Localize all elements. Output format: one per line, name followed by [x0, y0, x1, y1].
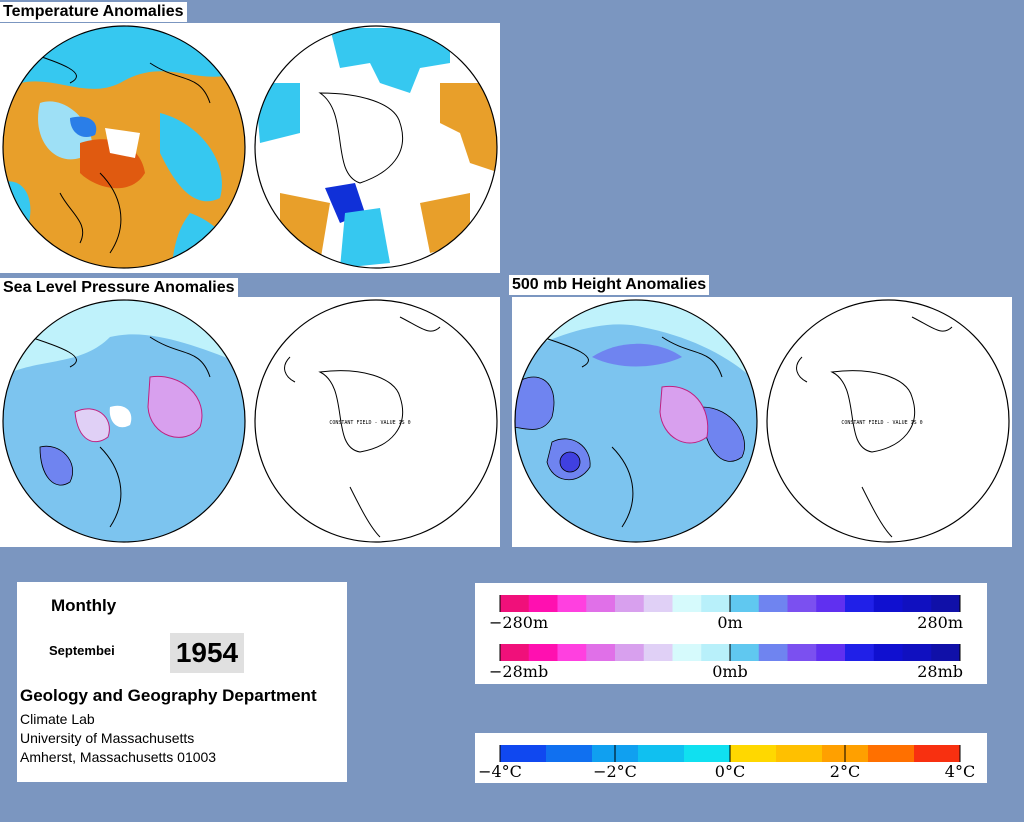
- temperature-legend-swatch: [776, 745, 823, 762]
- height-map-north: [515, 300, 757, 542]
- height-map-south: CONSTANT FIELD - VALUE IS 0: [796, 316, 953, 538]
- height-legend-swatch: [787, 595, 817, 612]
- temperature-tick-label: −2°C: [593, 762, 637, 781]
- temperature-tick-label: −4°C: [478, 762, 522, 781]
- temperature-panel: [0, 23, 500, 273]
- temperature-color-bar: [499, 745, 961, 762]
- info-box: Monthly Septembei 1954 Geology and Geogr…: [17, 582, 347, 782]
- pressure-legend-swatch: [643, 644, 673, 661]
- pressure-legend-swatch: [701, 644, 731, 661]
- height-legend-swatch: [701, 595, 731, 612]
- year-label: 1954: [170, 633, 244, 673]
- temperature-tick-label: 4°C: [945, 762, 975, 781]
- pressure-legend-swatch: [845, 644, 875, 661]
- temperature-legend-swatch: [684, 745, 731, 762]
- pressure-legend-swatch: [931, 644, 961, 661]
- pressure-legend-swatch: [528, 644, 558, 661]
- department-label: Geology and Geography Department: [20, 686, 317, 705]
- slp-panel: CONSTANT FIELD - VALUE IS 0: [0, 297, 500, 547]
- pressure-legend-swatch: [758, 644, 788, 661]
- pressure-legend-swatch: [873, 644, 903, 661]
- height-legend-swatch: [816, 595, 846, 612]
- temperature-title: Temperature Anomalies: [0, 2, 187, 22]
- temperature-legend: −4°C −2°C 0°C 2°C 4°C: [475, 733, 987, 783]
- height-constant-field-note: CONSTANT FIELD - VALUE IS 0: [841, 420, 922, 426]
- height-legend-swatch: [528, 595, 558, 612]
- height-panel: CONSTANT FIELD - VALUE IS 0: [512, 297, 1012, 547]
- slp-map-north: [3, 300, 245, 542]
- height-legend-swatch: [500, 595, 530, 612]
- height-legend-swatch: [845, 595, 875, 612]
- height-legend-swatch: [758, 595, 788, 612]
- height-max-label: 280m: [917, 613, 963, 632]
- period-label: Monthly: [51, 596, 117, 615]
- pressure-max-label: 28mb: [917, 662, 963, 681]
- height-legend-swatch: [931, 595, 961, 612]
- temperature-tick-label: 0°C: [715, 762, 745, 781]
- height-pressure-legend: −280m 0m 280m −28mb 0mb 28mb: [475, 583, 987, 684]
- university-label: University of Massachusetts: [20, 730, 195, 746]
- pressure-legend-swatch: [816, 644, 846, 661]
- height-legend-swatch: [557, 595, 587, 612]
- height-mid-label: 0m: [717, 613, 742, 632]
- temperature-legend-swatch: [868, 745, 915, 762]
- height-title: 500 mb Height Anomalies: [509, 275, 710, 295]
- pressure-legend-swatch: [730, 644, 760, 661]
- pressure-legend-swatch: [557, 644, 587, 661]
- slp-constant-field-note: CONSTANT FIELD - VALUE IS 0: [329, 420, 410, 426]
- height-legend-swatch: [586, 595, 616, 612]
- pressure-mid-label: 0mb: [712, 662, 748, 681]
- pressure-legend-swatch: [500, 644, 530, 661]
- pressure-min-label: −28mb: [489, 662, 548, 681]
- temperature-legend-swatch: [730, 745, 777, 762]
- pressure-legend-swatch: [586, 644, 616, 661]
- temperature-legend-swatch: [914, 745, 961, 762]
- temperature-legend-swatch: [638, 745, 685, 762]
- height-legend-swatch: [615, 595, 645, 612]
- lab-label: Climate Lab: [20, 711, 95, 727]
- height-legend-swatch: [730, 595, 760, 612]
- slp-title: Sea Level Pressure Anomalies: [0, 278, 238, 298]
- temperature-legend-swatch: [546, 745, 593, 762]
- address-label: Amherst, Massachusetts 01003: [20, 749, 217, 765]
- temperature-legend-swatch: [500, 745, 547, 762]
- height-legend-swatch: [672, 595, 702, 612]
- pressure-color-bar: [499, 644, 961, 661]
- temperature-tick-label: 2°C: [830, 762, 860, 781]
- pressure-legend-swatch: [672, 644, 702, 661]
- height-legend-swatch: [902, 595, 932, 612]
- temperature-map-north: [3, 26, 245, 268]
- pressure-legend-swatch: [902, 644, 932, 661]
- slp-map-south: CONSTANT FIELD - VALUE IS 0: [284, 316, 441, 538]
- pressure-legend-swatch: [615, 644, 645, 661]
- height-color-bar: [499, 595, 961, 612]
- height-min-label: −280m: [489, 613, 548, 632]
- month-label: Septembei: [49, 643, 115, 658]
- height-legend-swatch: [643, 595, 673, 612]
- pressure-legend-swatch: [787, 644, 817, 661]
- height-legend-swatch: [873, 595, 903, 612]
